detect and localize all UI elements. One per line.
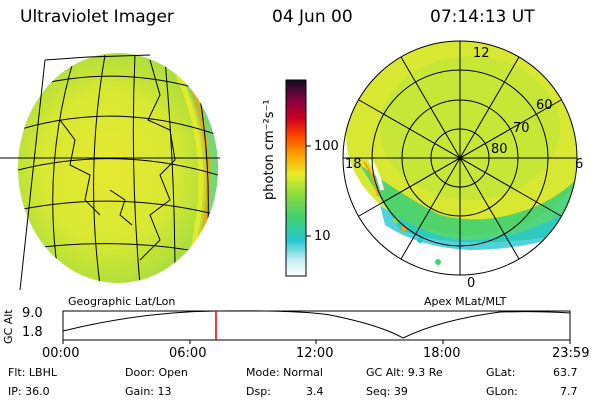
dsp-label: Dsp:: [246, 385, 271, 398]
gain-info: Gain: 13: [125, 385, 172, 398]
glat-label: GLat:: [486, 366, 516, 379]
altitude-tick-1-8: 1.8: [22, 325, 43, 340]
time-tick-0000: 00:00: [42, 346, 80, 361]
colorbar-tick-10: 10: [314, 229, 331, 244]
seq-info: Seq: 39: [366, 385, 408, 398]
time-tick-2359: 23:59: [552, 346, 590, 361]
glat-value: 63.7: [553, 366, 578, 379]
altitude-strip: [62, 310, 571, 344]
mlt-label-0: 0: [467, 276, 476, 291]
polar-mlat-mlt-panel: [342, 40, 578, 276]
left-panel-caption: Geographic Lat/Lon: [68, 295, 176, 308]
colorbar-unit-label: photon cm⁻²s⁻¹: [262, 99, 277, 200]
mode-info: Mode: Normal: [246, 366, 323, 379]
filter-info: Flt: LBHL: [8, 366, 57, 379]
glon-value: 7.7: [560, 385, 578, 398]
colorbar: [285, 79, 311, 277]
mlat-label-80: 80: [491, 142, 508, 157]
geographic-globe-panel: [0, 53, 220, 291]
altitude-y-label: GC Alt: [2, 309, 15, 344]
door-info: Door: Open: [125, 366, 188, 379]
mlat-label-60: 60: [536, 98, 553, 113]
mlat-label-70: 70: [513, 121, 530, 136]
dsp-value: 3.4: [306, 385, 324, 398]
right-panel-caption: Apex MLat/MLT: [424, 295, 507, 308]
date-label: 04 Jun 00: [272, 7, 353, 27]
time-label: 07:14:13 UT: [430, 7, 535, 27]
time-tick-1200: 12:00: [296, 346, 334, 361]
mlt-label-6: 6: [575, 157, 584, 172]
instrument-title: Ultraviolet Imager: [20, 7, 174, 27]
mlt-label-18: 18: [345, 157, 362, 172]
glon-label: GLon:: [486, 385, 518, 398]
ip-info: IP: 36.0: [8, 385, 50, 398]
time-tick-1800: 18:00: [423, 346, 461, 361]
mlt-label-12: 12: [473, 46, 490, 61]
gc-alt-info: GC Alt: 9.3 Re: [366, 366, 443, 379]
altitude-tick-9: 9.0: [22, 306, 43, 321]
colorbar-tick-100: 100: [314, 139, 339, 154]
time-tick-0600: 06:00: [169, 346, 207, 361]
